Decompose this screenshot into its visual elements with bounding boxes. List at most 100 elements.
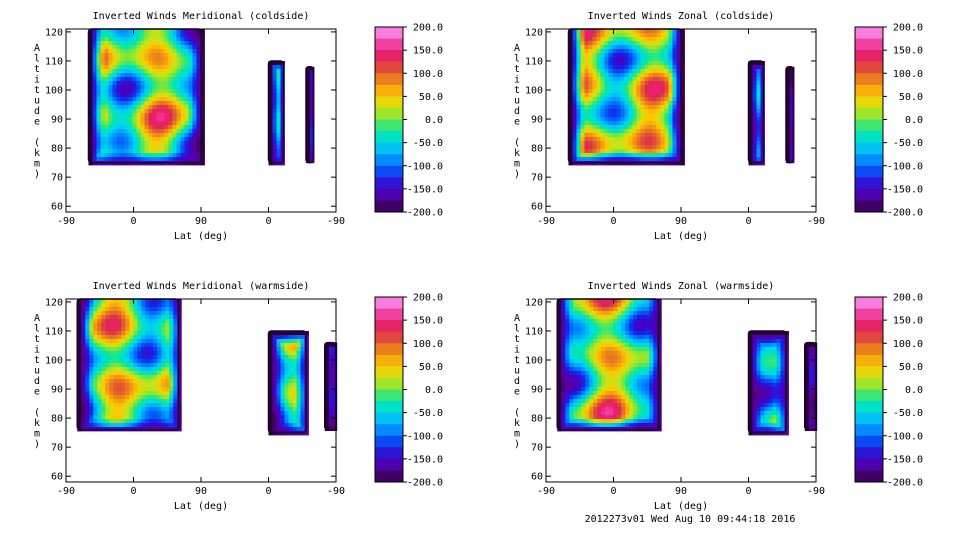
contour-cell (648, 53, 653, 58)
contour-cell (200, 53, 205, 58)
contour-cell (152, 77, 157, 82)
contour-cell (652, 121, 657, 126)
contour-cell (668, 81, 673, 86)
contour-cell (624, 125, 629, 130)
contour-cell (149, 359, 154, 364)
contour-cell (593, 415, 598, 420)
contour-cell (172, 65, 177, 70)
contour-cell (756, 141, 761, 146)
contour-cell (649, 403, 654, 408)
contour-cell (637, 355, 642, 360)
contour-cell (161, 303, 166, 308)
contour-cell (157, 307, 162, 312)
contour-cell (132, 33, 137, 38)
contour-cell (93, 415, 98, 420)
contour-cell (96, 93, 101, 98)
contour-cell (645, 347, 650, 352)
contour-cell (156, 113, 161, 118)
contour-cell (272, 73, 277, 78)
contour-cell (752, 407, 757, 412)
contour-cell (581, 395, 586, 400)
contour-cell (573, 395, 578, 400)
contour-cell (620, 129, 625, 134)
contour-cell (605, 363, 610, 368)
contour-cell (589, 351, 594, 356)
contour-cell (177, 327, 182, 332)
contour-cell (292, 367, 297, 372)
contour-cell (117, 303, 122, 308)
contour-cell (108, 77, 113, 82)
contour-cell (310, 90, 315, 96)
contour-cell (188, 153, 193, 158)
contour-cell (85, 419, 90, 424)
contour-cell (569, 355, 574, 360)
x-tick-label: 0 (745, 216, 751, 227)
contour-cell (176, 105, 181, 110)
contour-cell (132, 97, 137, 102)
contour-cell (648, 101, 653, 106)
contour-cell (624, 129, 629, 134)
contour-cell (140, 137, 145, 142)
contour-cell (132, 113, 137, 118)
contour-cell (164, 49, 169, 54)
contour-cell (604, 41, 609, 46)
contour-cell (292, 395, 297, 400)
contour-cell (625, 303, 630, 308)
contour-cell (617, 331, 622, 336)
contour-cell (172, 85, 177, 90)
contour-cell (129, 411, 134, 416)
contour-cell (128, 125, 133, 130)
contour-cell (632, 45, 637, 50)
contour-cell (581, 303, 586, 308)
contour-cell (168, 89, 173, 94)
contour-cell (117, 343, 122, 348)
contour-cell (149, 327, 154, 332)
contour-cell (605, 331, 610, 336)
contour-cell (604, 113, 609, 118)
contour-cell (557, 299, 562, 304)
contour-cell (660, 157, 665, 162)
contour-cell (92, 153, 97, 158)
contour-cell (164, 145, 169, 150)
contour-cell (137, 331, 142, 336)
contour-cell (621, 315, 626, 320)
contour-cell (196, 125, 201, 130)
contour-cell (136, 53, 141, 58)
contour-cell (680, 65, 685, 70)
contour-cell (157, 335, 162, 340)
contour-cell (596, 69, 601, 74)
contour-cell (300, 343, 305, 348)
contour-cell (157, 399, 162, 404)
contour-cell (125, 423, 130, 428)
contour-cell (152, 125, 157, 130)
contour-cell (605, 359, 610, 364)
contour-cell (632, 41, 637, 46)
contour-cell (132, 117, 137, 122)
contour-cell (77, 339, 82, 344)
contour-cell (280, 73, 285, 78)
contour-cell (145, 399, 150, 404)
chart-title: Inverted Winds Meridional (coldside) (93, 11, 310, 22)
contour-cell (288, 367, 293, 372)
contour-cell (100, 141, 105, 146)
colorbar-tick-label: -200.0 (887, 208, 923, 219)
contour-cell (85, 383, 90, 388)
contour-cell (589, 299, 594, 304)
contour-cell (116, 61, 121, 66)
contour-cell (121, 391, 126, 396)
contour-cell (748, 81, 753, 86)
contour-cell (561, 351, 566, 356)
contour-cell (760, 403, 765, 408)
contour-cell (192, 89, 197, 94)
contour-cell (272, 367, 277, 372)
contour-cell (589, 407, 594, 412)
contour-cell (616, 85, 621, 90)
contour-cell (613, 363, 618, 368)
contour-cell (164, 125, 169, 130)
contour-cell (169, 391, 174, 396)
contour-cell (621, 351, 626, 356)
contour-cell (149, 299, 154, 304)
contour-cell (104, 101, 109, 106)
contour-cell (104, 145, 109, 150)
contour-cell (641, 407, 646, 412)
